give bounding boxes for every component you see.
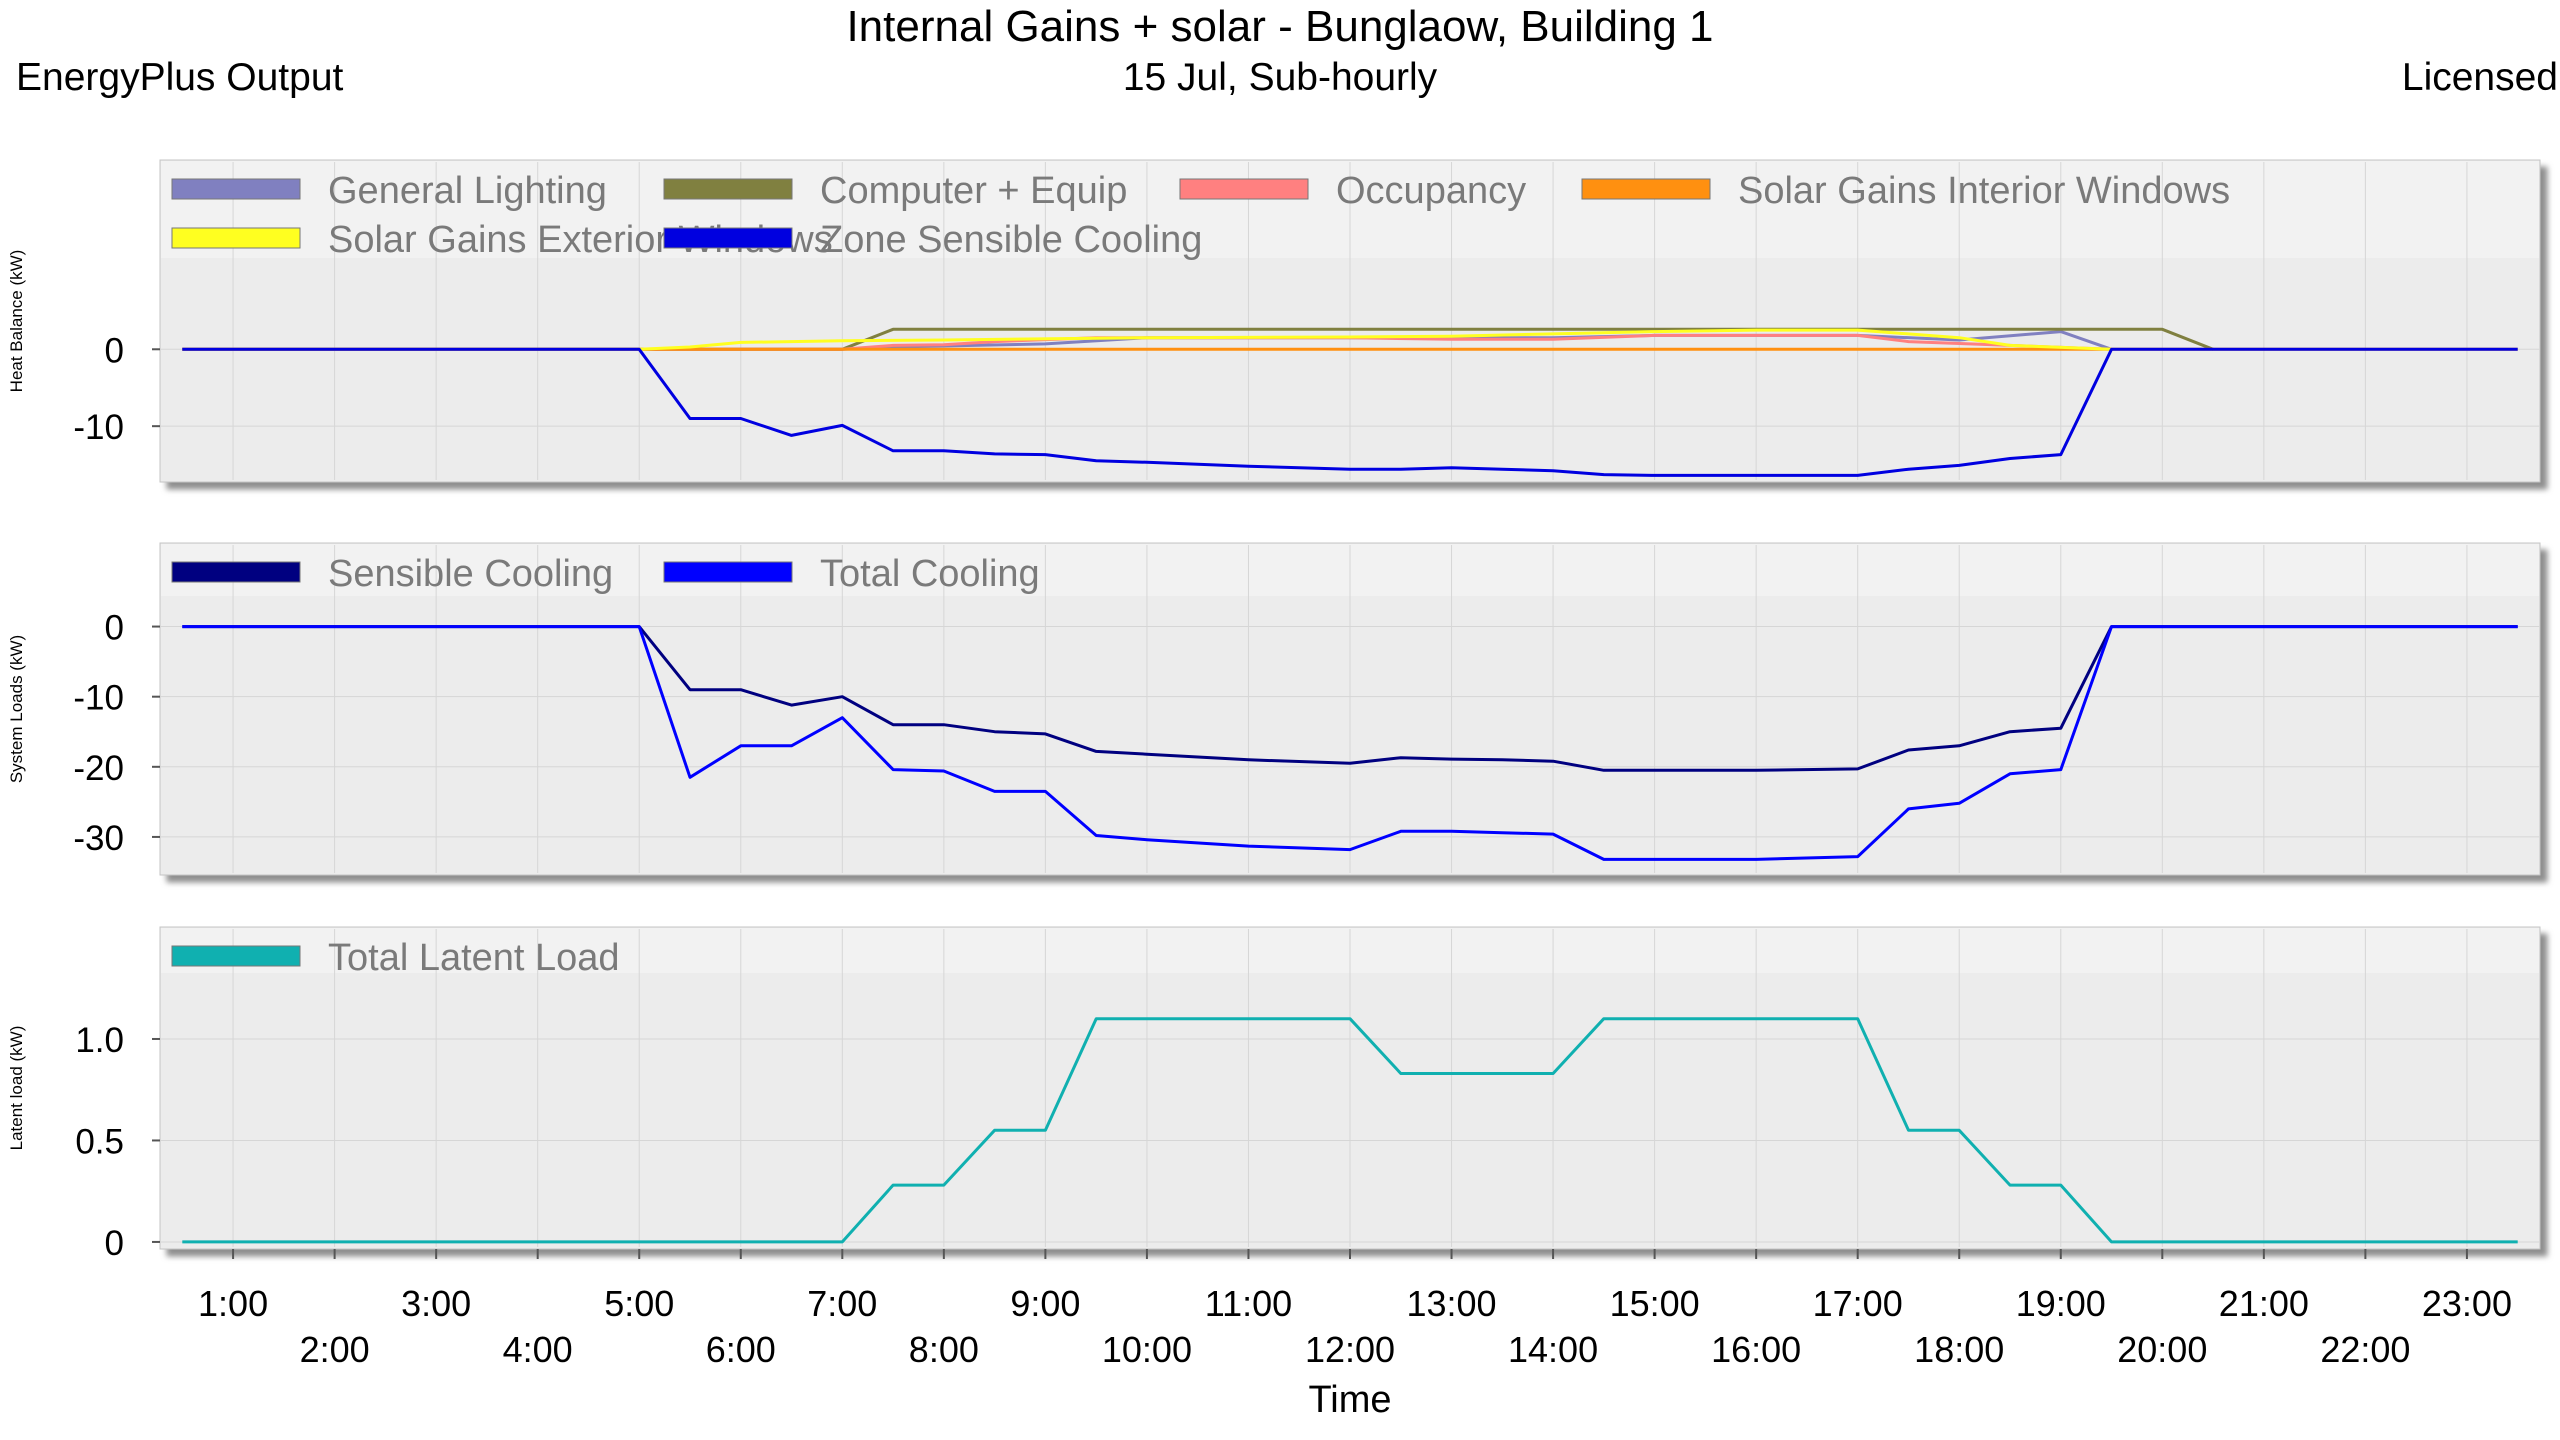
x-tick-label: 21:00 — [2219, 1283, 2309, 1324]
legend-label-total-latent-load: Total Latent Load — [328, 937, 620, 979]
x-tick-label: 13:00 — [1406, 1283, 1496, 1324]
y-tick-label: 1.0 — [75, 1021, 124, 1060]
y-axis-label: Heat Balance (kW) — [7, 250, 26, 393]
x-axis: 1:00 3:00 5:00 7:00 9:00 11:00 13:00 15:00 17:00… — [198, 1249, 2512, 1421]
x-tick-label: 3:00 — [401, 1283, 471, 1324]
x-tick-label: 7:00 — [807, 1283, 877, 1324]
y-tick-label: 0 — [105, 609, 124, 648]
legend-swatch-zone-sensible-cooling — [663, 227, 793, 249]
legend-label-general-lighting: General Lighting — [328, 170, 607, 212]
x-tick-label: 5:00 — [604, 1283, 674, 1324]
x-tick-label: 9:00 — [1010, 1283, 1080, 1324]
x-tick-label: 4:00 — [503, 1329, 573, 1370]
x-tick-label: 1:00 — [198, 1283, 268, 1324]
x-tick-label: 18:00 — [1914, 1329, 2004, 1370]
x-tick-label: 15:00 — [1610, 1283, 1700, 1324]
series-line-total-cooling — [182, 625, 2518, 861]
legend-swatch-occupancy — [1179, 178, 1309, 200]
x-tick-label: 6:00 — [706, 1329, 776, 1370]
panel-1: 0 -10 Heat Balance (kW) General Lighting Com… — [7, 159, 2541, 483]
legend-label-computer-equip: Computer + Equip — [820, 170, 1127, 212]
chart-title: Internal Gains + solar - Bunglaow, Build… — [846, 2, 1714, 51]
legend-swatch-computer-equip — [663, 178, 793, 200]
x-tick-label: 22:00 — [2320, 1329, 2410, 1370]
legend-swatch-solar-gains-exterior-windows — [171, 227, 301, 249]
y-axis-label: System Loads (kW) — [7, 635, 26, 783]
x-tick-label: 2:00 — [300, 1329, 370, 1370]
y-tick-label: -30 — [73, 819, 124, 858]
legend-label-occupancy: Occupancy — [1336, 170, 1526, 212]
series-line-total-latent-load — [182, 1017, 2518, 1244]
y-tick-label: -20 — [73, 749, 124, 788]
x-tick-label: 19:00 — [2016, 1283, 2106, 1324]
series-line-zone-sensible-cooling — [182, 347, 2518, 477]
legend-label-sensible-cooling: Sensible Cooling — [328, 553, 613, 595]
y-tick-label: 0.5 — [75, 1122, 124, 1161]
y-axis-label: Latent load (kW) — [7, 1026, 26, 1151]
x-tick-label: 14:00 — [1508, 1329, 1598, 1370]
series-line-occupancy — [639, 333, 2112, 351]
y-tick-label: 0 — [105, 1224, 124, 1263]
legend-swatch-total-latent-load — [171, 945, 301, 967]
legend-label-zone-sensible-cooling: Zone Sensible Cooling — [820, 219, 1202, 261]
y-tick-label: -10 — [73, 679, 124, 718]
x-tick-label: 20:00 — [2117, 1329, 2207, 1370]
x-tick-label: 8:00 — [909, 1329, 979, 1370]
legend-swatch-general-lighting — [171, 178, 301, 200]
chart-subtitle: 15 Jul, Sub-hourly — [1122, 56, 1438, 99]
legend-swatch-solar-gains-interior-windows — [1581, 178, 1711, 200]
series-line-sensible-cooling — [182, 625, 2518, 772]
legend-swatch-sensible-cooling — [171, 561, 301, 583]
legend-label-total-cooling: Total Cooling — [820, 553, 1040, 595]
x-tick-label: 23:00 — [2422, 1283, 2512, 1324]
license-label: Licensed — [2401, 56, 2558, 99]
x-tick-label: 17:00 — [1813, 1283, 1903, 1324]
legend-label-solar-gains-interior-windows: Solar Gains Interior Windows — [1738, 170, 2230, 212]
panel-2: 0 -10 -20 -30 System Loads (kW) Sensible Cool… — [7, 542, 2541, 876]
x-tick-label: 11:00 — [1205, 1283, 1292, 1324]
source-label: EnergyPlus Output — [16, 56, 344, 99]
series-line-solar-gains-exterior-windows — [639, 328, 2112, 351]
legend-swatch-total-cooling — [663, 561, 793, 583]
y-tick-label: -10 — [73, 408, 124, 447]
x-tick-label: 16:00 — [1711, 1329, 1801, 1370]
y-tick-label: 0 — [105, 331, 124, 370]
x-axis-title: Time — [1308, 1379, 1391, 1421]
x-tick-label: 10:00 — [1102, 1329, 1192, 1370]
x-tick-label: 12:00 — [1305, 1329, 1395, 1370]
panel-3: 1.0 0.5 0 Latent load (kW) Total Latent Load — [7, 926, 2541, 1263]
